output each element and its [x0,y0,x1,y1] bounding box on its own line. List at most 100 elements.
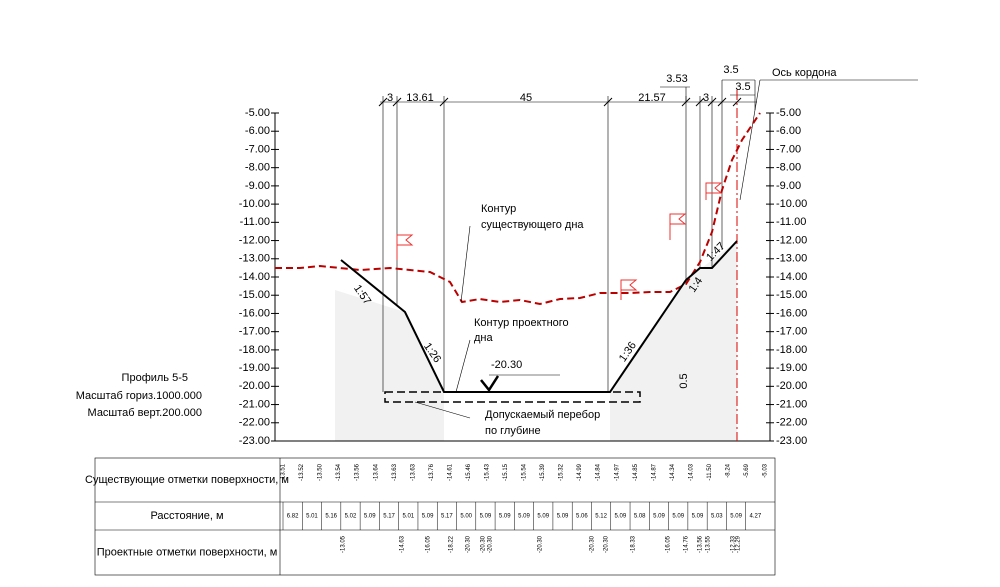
left-tick-label: -14.00 [239,271,270,283]
table-value: -16.05 [426,535,432,553]
table-value: 5.09 [537,514,549,520]
table-value: 5.09 [518,514,530,520]
right-tick-label: -20.00 [776,380,807,392]
table-value: -16.05 [666,535,672,553]
leader-overdig [414,401,471,419]
dimension-label: 3.53 [666,73,687,85]
left-tick-label: -10.00 [239,198,270,210]
left-tick-label: -8.00 [245,162,270,174]
depth-label: 0.5 [678,373,690,388]
axis-label: Ось кордона [772,67,837,79]
right-tick-label: -22.00 [776,417,807,429]
dim-tick [695,97,705,107]
row-label: Расстояние, м [150,510,223,522]
table-value: 5.09 [422,514,434,520]
title-line: Масштаб верт.200.000 [88,407,202,419]
table-value: -13.52 [299,463,305,481]
right-tick-label: -10.00 [776,198,807,210]
design-profile [340,240,738,393]
table-value: -13.63 [392,463,398,481]
table-value: 5.09 [364,514,376,520]
left-tick-label: -18.00 [239,344,270,356]
table-value: 5.00 [460,514,472,520]
table-value: -15.46 [466,463,472,481]
table-value: -13.63 [410,463,416,481]
dimension-label: 3.5 [723,64,738,76]
dim-tick [603,97,613,107]
table-value: 5.08 [634,514,646,520]
left-tick-label: -5.00 [245,107,270,119]
right-tick-label: -18.00 [776,344,807,356]
dimension-label: 45 [520,92,532,104]
row-label: Проектные отметки поверхности, м [97,546,278,558]
table-value: -5.03 [763,463,769,477]
table-value: 5.09 [557,514,569,520]
right-tick-label: -6.00 [776,125,801,137]
left-tick-label: -9.00 [245,180,270,192]
table-value: -20.30 [466,535,472,553]
table-value: 5.09 [672,514,684,520]
left-tick-label: -12.00 [239,234,270,246]
dimension-label: 3 [703,92,709,104]
table-value: -20.30 [590,535,596,553]
table-value: -5.69 [744,463,750,477]
table-value: 5.09 [499,514,511,520]
table-value: -15.15 [503,463,509,481]
table-value: -20.30 [538,535,544,553]
right-tick-label: -16.00 [776,307,807,319]
table-value: -20.30 [481,535,487,553]
table-value: -13.76 [429,463,435,481]
table-value: 5.09 [653,514,665,520]
annotation: Контур [481,203,516,215]
table-value: -14.76 [684,535,690,553]
table-value: -14.84 [596,463,602,481]
table-value: -15.32 [559,463,565,481]
flags [396,182,723,300]
table-value: -15.39 [540,463,546,481]
table-value: -13.64 [373,463,379,481]
left-tick-label: -17.00 [239,326,270,338]
table-value: -13.51 [281,463,287,481]
soil-left [335,290,444,441]
left-tick-label: -22.00 [239,417,270,429]
annotation: по глубине [485,425,541,437]
annotation: Допускаемый перебор [485,409,600,421]
table-value: 5.12 [595,514,607,520]
table-value: -14.97 [614,463,620,481]
left-tick-label: -16.00 [239,307,270,319]
table-value: -14.34 [670,463,676,481]
table-value: -12.33 [731,535,737,553]
dim-tick [717,97,727,107]
extension-lines [382,79,918,392]
table-value: 4.27 [750,514,762,520]
table-value: -14.85 [633,463,639,481]
table-value: -13.55 [706,535,712,553]
table-value: 5.17 [383,514,395,520]
dimension-label: 3 [387,92,393,104]
table-value: 5.09 [730,514,742,520]
right-tick-label: -9.00 [776,180,801,192]
table-value: -12.29 [736,535,742,553]
left-tick-label: -21.00 [239,398,270,410]
right-tick-label: -12.00 [776,234,807,246]
right-tick-label: -15.00 [776,289,807,301]
dimension-label: 13.61 [406,92,434,104]
table-value: 5.01 [402,514,414,520]
right-tick-label: -7.00 [776,143,801,155]
dimension-label: 3.5 [735,81,750,93]
table-value: -14.63 [400,535,406,553]
left-tick-label: -20.00 [239,380,270,392]
table-value: -14.61 [447,463,453,481]
table-value: 5.09 [615,514,627,520]
overdig-contour [384,391,641,403]
table-value: -14.03 [688,463,694,481]
dimension-label: 21.57 [638,92,666,104]
existing-bottom [275,112,761,306]
table-value: -20.30 [604,535,610,553]
right-tick-label: -17.00 [776,326,807,338]
table-value: 5.06 [576,514,588,520]
right-tick-label: -8.00 [776,162,801,174]
table-value: 6.82 [287,514,299,520]
table-value: -13.56 [698,535,704,553]
